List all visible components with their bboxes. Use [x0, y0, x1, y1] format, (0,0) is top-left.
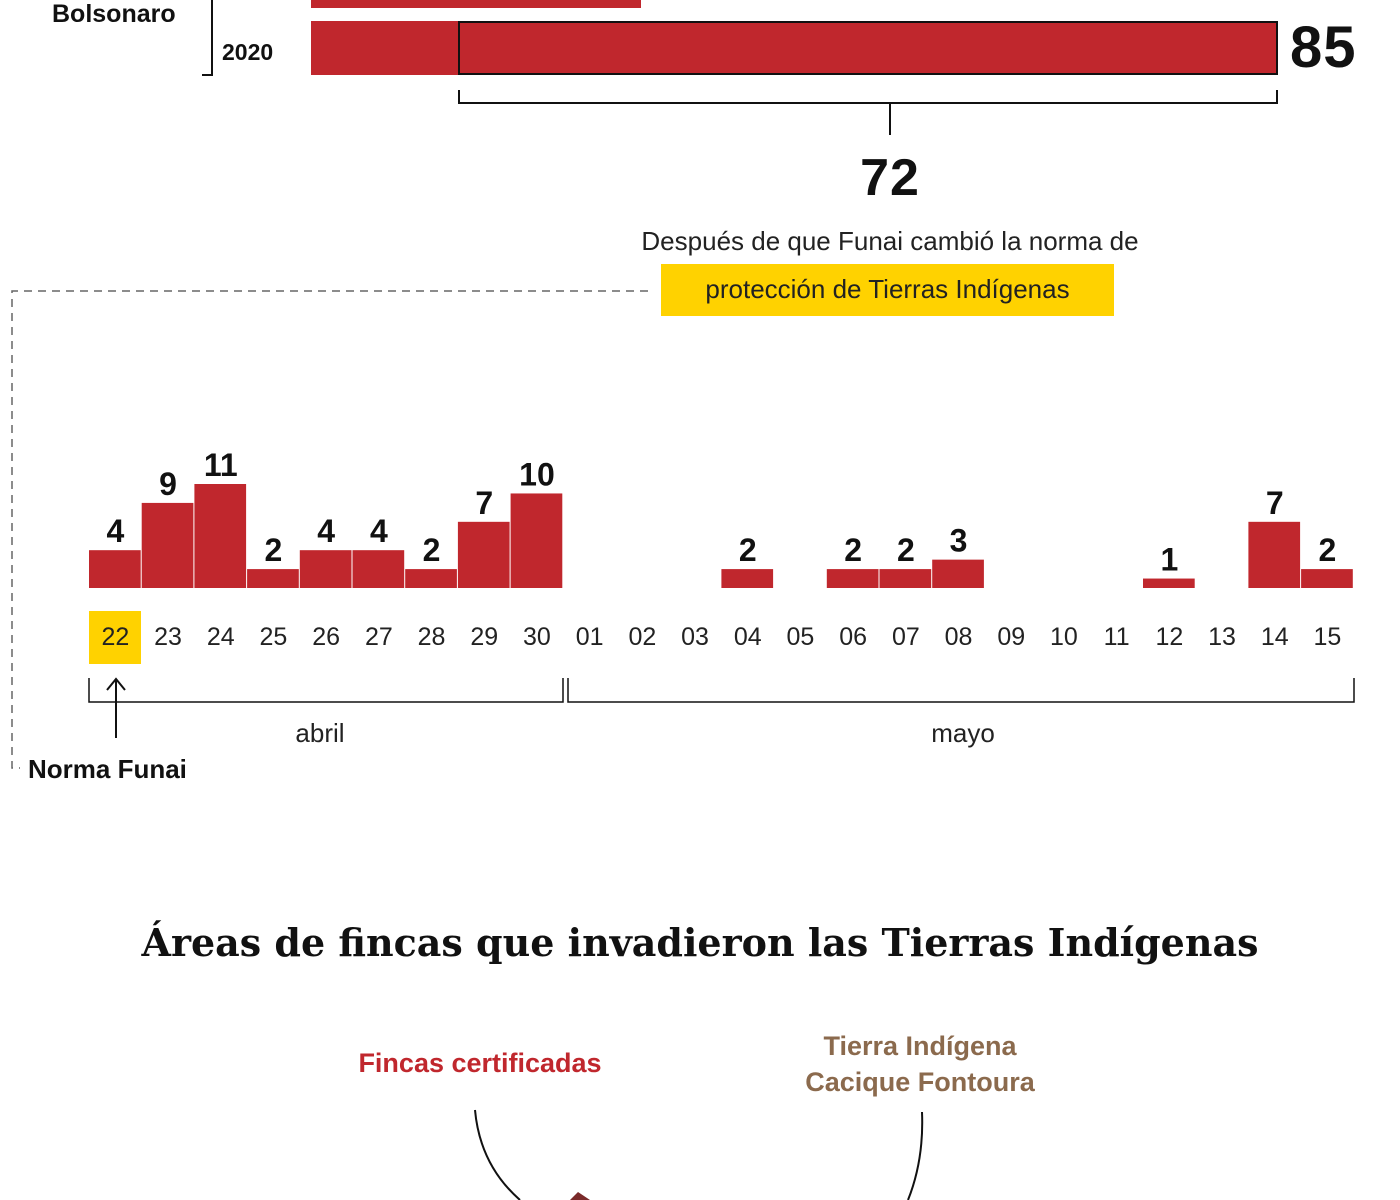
bar-value-06: 2	[844, 532, 862, 568]
day-label-24: 24	[207, 623, 235, 651]
year-bracket	[202, 0, 213, 76]
legend-tierra-line2: Cacique Fontoura	[805, 1067, 1035, 1097]
bar-value-26: 4	[317, 513, 335, 549]
bar-value-25: 2	[265, 532, 283, 568]
legend-tierra: Tierra Indígena Cacique Fontoura	[720, 1028, 1120, 1100]
may-bracket	[567, 678, 1355, 703]
bar-value-04: 2	[739, 532, 757, 568]
bar-24	[194, 484, 247, 588]
day-label-27: 27	[365, 623, 393, 651]
bar-value-12: 1	[1160, 542, 1178, 578]
total-value: 85	[1290, 15, 1357, 80]
day-label-05: 05	[787, 623, 815, 651]
day-label-30: 30	[523, 623, 551, 651]
day-label-07: 07	[892, 623, 920, 651]
legend-fincas: Fincas certificadas	[358, 1048, 602, 1078]
day-label-12: 12	[1155, 623, 1183, 651]
day-label-08: 08	[945, 623, 973, 651]
day-label-02: 02	[628, 623, 656, 651]
bar-25	[247, 569, 299, 588]
bar-23	[141, 502, 194, 588]
bar-value-22: 4	[106, 513, 124, 549]
day-label-26: 26	[312, 623, 340, 651]
bar-27	[352, 550, 405, 588]
previous-year-bar	[311, 0, 641, 8]
bar-08	[932, 559, 984, 588]
tierra-callout-line	[907, 1111, 924, 1200]
dashed-connector	[11, 290, 648, 769]
day-label-22: 22	[101, 623, 129, 651]
bar-28	[405, 569, 457, 588]
bar-12	[1143, 578, 1195, 588]
after-norma-brace	[458, 90, 1278, 135]
highlight-box: protección de Tierras Indígenas	[661, 264, 1114, 316]
legend-tierra-line1: Tierra Indígena	[823, 1031, 1017, 1061]
bar-29	[457, 521, 510, 588]
bars-group	[89, 484, 1353, 588]
day-label-14: 14	[1261, 623, 1289, 651]
day-label-01: 01	[576, 623, 604, 651]
bar-value-23: 9	[159, 466, 177, 502]
bar-value-07: 2	[897, 532, 915, 568]
day-label-10: 10	[1050, 623, 1078, 651]
bar-value-24: 11	[204, 447, 238, 483]
month-label-april: abril	[295, 718, 345, 748]
april-bracket	[88, 678, 564, 703]
after-norma-description: Después de que Funai cambió la norma de	[641, 226, 1139, 256]
map-fragment	[570, 1192, 590, 1200]
bar-15	[1301, 569, 1353, 588]
highlighted-day	[89, 611, 141, 664]
bar-value-15: 2	[1319, 532, 1337, 568]
day-label-03: 03	[681, 623, 709, 651]
fincas-callout-line	[474, 1109, 521, 1200]
bar-value-14: 7	[1266, 485, 1284, 521]
day-label-29: 29	[470, 623, 498, 651]
day-label-06: 06	[839, 623, 867, 651]
norma-arrow-icon	[106, 677, 126, 738]
bar-07	[879, 569, 932, 588]
before-norma-bar	[311, 21, 459, 75]
bar-value-28: 2	[423, 532, 441, 568]
year-label: 2020	[222, 39, 274, 65]
day-label-09: 09	[997, 623, 1025, 651]
day-label-23: 23	[154, 623, 182, 651]
bar-value-30: 10	[519, 456, 555, 492]
bar-value-29: 7	[475, 485, 493, 521]
norma-funai-annotation: Norma Funai	[28, 754, 187, 784]
month-label-may: mayo	[931, 718, 995, 748]
bar-value-08: 3	[950, 523, 968, 559]
bar-06	[826, 569, 879, 588]
day-label-28: 28	[418, 623, 446, 651]
bar-value-27: 4	[370, 513, 388, 549]
day-label-25: 25	[260, 623, 288, 651]
bar-30	[510, 493, 563, 588]
president-label: Bolsonaro	[52, 0, 176, 28]
bar-04	[721, 569, 774, 588]
bar-22	[89, 550, 141, 588]
section-title: Áreas de fincas que invadieron las Tierr…	[141, 920, 1259, 965]
after-norma-value: 72	[860, 149, 920, 207]
day-label-04: 04	[734, 623, 762, 651]
bar-26	[299, 550, 352, 588]
bar-14	[1248, 521, 1301, 588]
after-norma-bar	[458, 21, 1278, 75]
day-label-15: 15	[1314, 623, 1342, 651]
day-label-11: 11	[1104, 623, 1130, 651]
day-label-13: 13	[1208, 623, 1236, 651]
